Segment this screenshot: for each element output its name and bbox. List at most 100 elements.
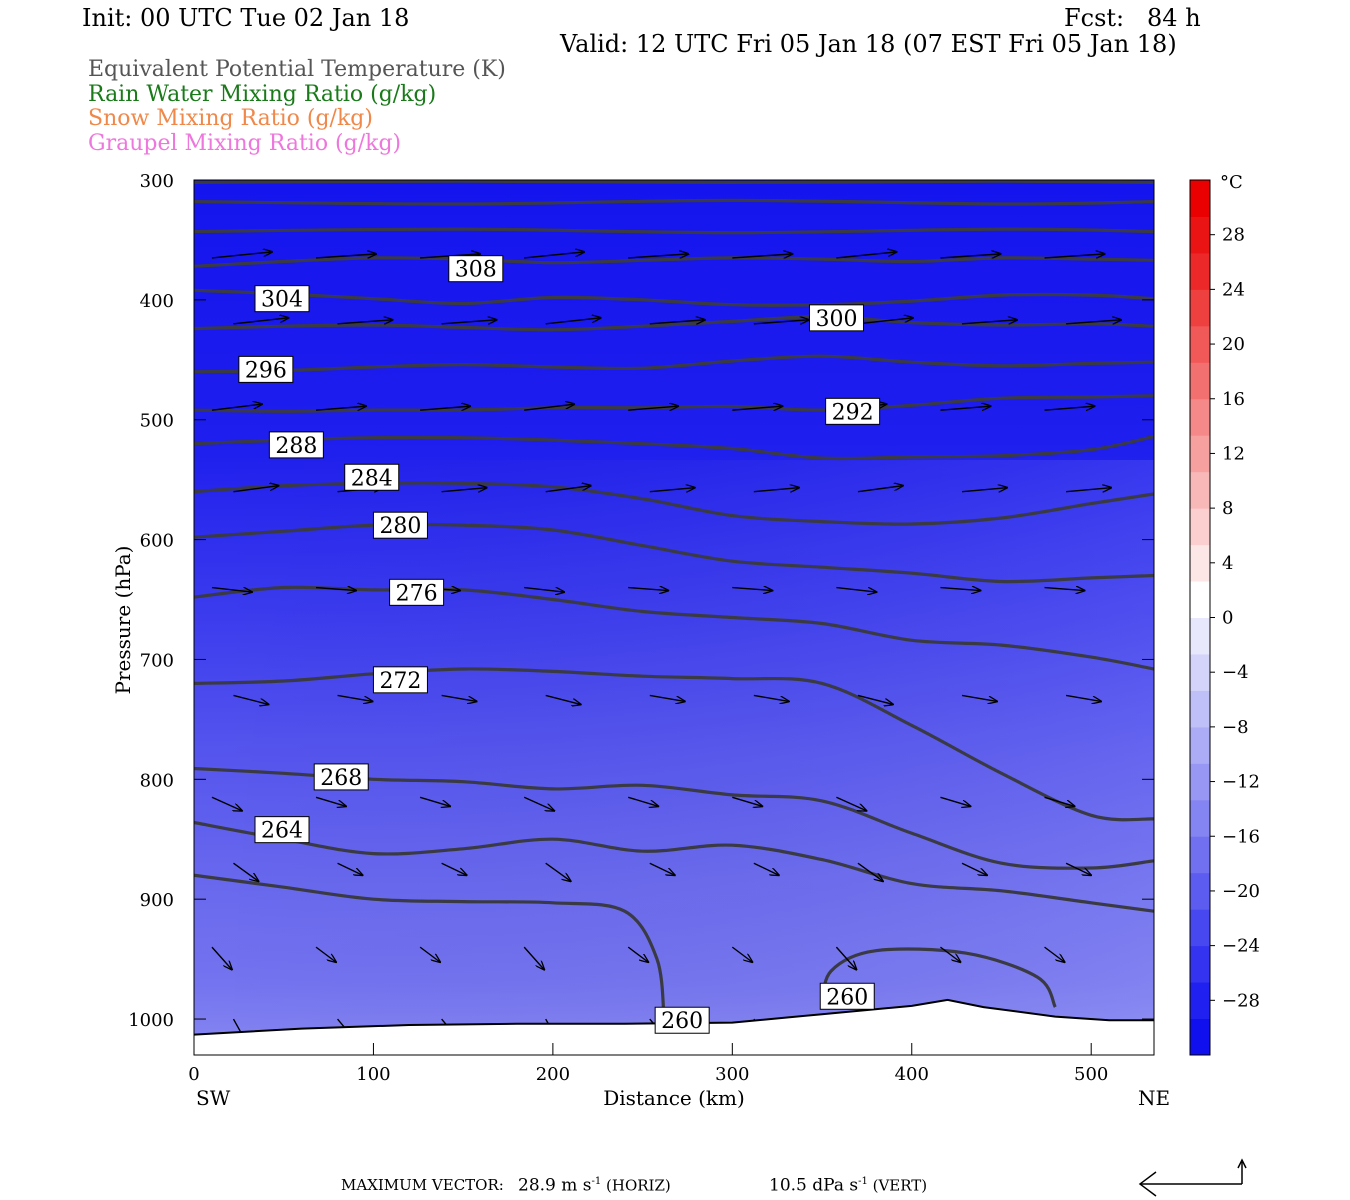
wind-vector [961,694,997,701]
terrain-line [194,998,1154,1036]
wind-vector [337,694,373,701]
wind-vector [857,318,913,325]
wind-vector [211,586,252,593]
wind-vector [545,486,591,493]
theta-e-contour-264 [194,820,1154,913]
colorbar-tick-label: 8 [1222,498,1233,519]
colorbar-tick-label: −16 [1222,826,1260,847]
colorbar-bin [1190,544,1210,582]
theta-e-contour-260 [194,873,666,1020]
x-tick-label: 300 [715,1064,749,1085]
colorbar-bin [1190,945,1210,983]
plot-area: 308 304 300 296 292 288 284 280 276 272 268 264 260 2… [194,180,1154,1055]
contour-label: 296 [245,358,287,383]
contour-label: 308 [455,258,497,283]
wind-vector [836,252,896,259]
legend-theta-e: Equivalent Potential Temperature (K) [88,57,506,82]
wind-vector [233,486,278,493]
contour-label: 272 [379,669,421,694]
colorbar-bin [1190,799,1210,837]
y-tick-label: 800 [140,770,174,791]
wind-vector [857,694,893,704]
wind-vector [835,946,856,970]
colorbar-tick-label: −4 [1222,662,1249,683]
wind-vector [545,694,581,704]
colorbar-bin [1190,836,1210,874]
x-axis-label: Distance (km) [603,1086,745,1110]
colorbar-bin [1190,362,1210,400]
wind-vector [732,254,792,259]
colorbar-bin [1190,763,1210,801]
colorbar-bin [1190,581,1210,618]
colorbar-bin [1190,982,1210,1020]
contour-label-box [808,304,864,332]
wind-vector [753,862,779,875]
contour-label-box [254,816,310,844]
wind-vector [211,796,242,811]
wind-vector [419,946,440,962]
contour-label-box [268,431,324,459]
colorbar-tick-label: 4 [1222,553,1233,574]
theta-e-contour-300 [194,288,1154,307]
y-tick-label: 1000 [128,1010,174,1031]
valid-time: Valid: 12 UTC Fri 05 Jan 18 (07 EST Fri … [560,30,1177,58]
wind-vector [441,488,487,492]
wind-vector [337,862,363,875]
wind-vector [649,488,695,492]
wind-vector [753,320,809,325]
colorbar-bin [1190,471,1210,509]
wind-vector [441,320,497,325]
theta-e-contour-upper2 [194,227,1154,235]
theta-e-contour-288 [194,434,1154,461]
colorbar-bin [1190,909,1210,947]
colorbar-bin [1190,726,1210,764]
wind-vector [524,404,574,411]
wind-vector [1044,254,1105,259]
y-tick-label: 400 [140,291,174,312]
wind-vector [1065,694,1101,701]
wind-vector [857,862,883,881]
wind-vector [1066,320,1121,325]
x-tick-label: 0 [188,1064,199,1085]
wind-vector [940,796,970,806]
wind-vector [628,588,668,591]
theta-e-contour-304 [194,314,1154,332]
plot-frame [193,179,1155,1056]
contour-label: 292 [832,400,874,425]
colorbar-bin [1190,653,1210,691]
colorbar-bin [1190,435,1210,473]
theta-e-contour-272 [194,667,1154,822]
colorbar-bin [1190,325,1210,363]
y-axis-label: Pressure (hPa) [111,546,135,695]
colorbar-bin [1190,690,1210,728]
contour-label: 260 [826,985,868,1010]
colorbar-tick-label: −8 [1222,717,1249,738]
wind-vector [315,406,366,410]
wind-vector [1066,488,1111,492]
y-tick-label: 900 [140,890,174,911]
wind-vector [315,946,336,962]
wind-vector [940,406,990,410]
max-vector-label: MAXIMUM VECTOR: [341,1176,504,1194]
legend-graupel: Graupel Mixing Ratio (g/kg) [88,131,402,156]
wind-vector [545,318,601,325]
contour-label-box [819,982,875,1010]
colorbar-tick-label: 24 [1222,279,1245,300]
colorbar-tick-label: −28 [1222,990,1260,1011]
wind-vector [753,694,789,701]
wind-vector [441,694,477,701]
wind-vector [649,320,705,325]
colorbar-bin [1190,617,1210,655]
wind-vector [315,588,356,591]
contour-label: 284 [351,466,393,491]
max-vector-horiz: 28.9 m s-1 (HORIZ) [518,1175,671,1196]
wind-vector [836,586,876,593]
wind-vector [523,796,554,811]
colorbar-bin [1190,1018,1210,1056]
contour-label: 304 [261,288,303,313]
colorbar-tick-label: −24 [1222,936,1260,957]
x-tick-label: 400 [895,1064,929,1085]
colorbar-bin [1190,872,1210,910]
temperature-shading-east [194,460,1154,1055]
